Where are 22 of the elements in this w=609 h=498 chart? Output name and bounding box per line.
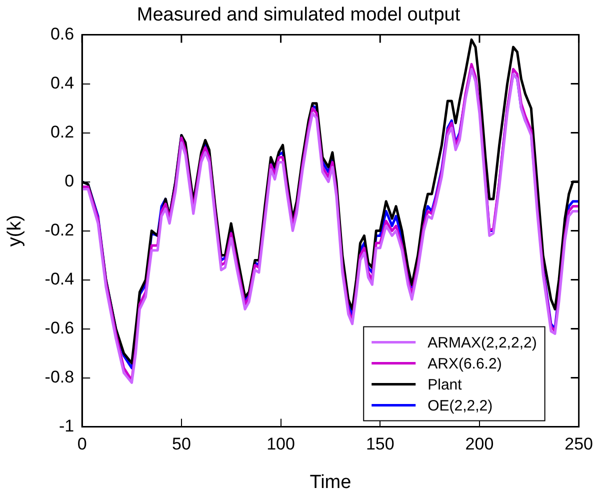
x-axis-title: Time <box>310 472 352 493</box>
x-tick-label: 0 <box>77 434 87 454</box>
legend-label: OE(2,2,2) <box>428 397 493 414</box>
x-tick-label: 100 <box>266 434 295 454</box>
y-tick-label: 0.6 <box>50 24 74 44</box>
y-tick-label: 0.4 <box>50 73 74 92</box>
x-tick-label: 200 <box>465 434 494 454</box>
y-tick-label: -0.6 <box>44 318 74 338</box>
legend-label: Plant <box>428 376 463 394</box>
x-tick-label: 250 <box>564 434 594 454</box>
y-axis-title: y(k) <box>4 214 26 247</box>
y-tick-label: -0.8 <box>44 367 74 386</box>
y-tick-label: -0.4 <box>44 269 74 288</box>
y-tick-label: 0.2 <box>50 122 74 142</box>
legend-label: ARX(6.6.2) <box>428 355 502 372</box>
y-tick-label: 0 <box>64 171 74 190</box>
y-tick-label: -0.2 <box>44 220 74 240</box>
x-tick-label: 150 <box>366 434 394 454</box>
chart-title: Measured and simulated model output <box>136 4 461 26</box>
legend-label: ARMAX(2,2,2,2) <box>428 334 537 352</box>
y-tick-label: -1 <box>58 416 74 436</box>
x-tick-label: 50 <box>172 434 191 454</box>
